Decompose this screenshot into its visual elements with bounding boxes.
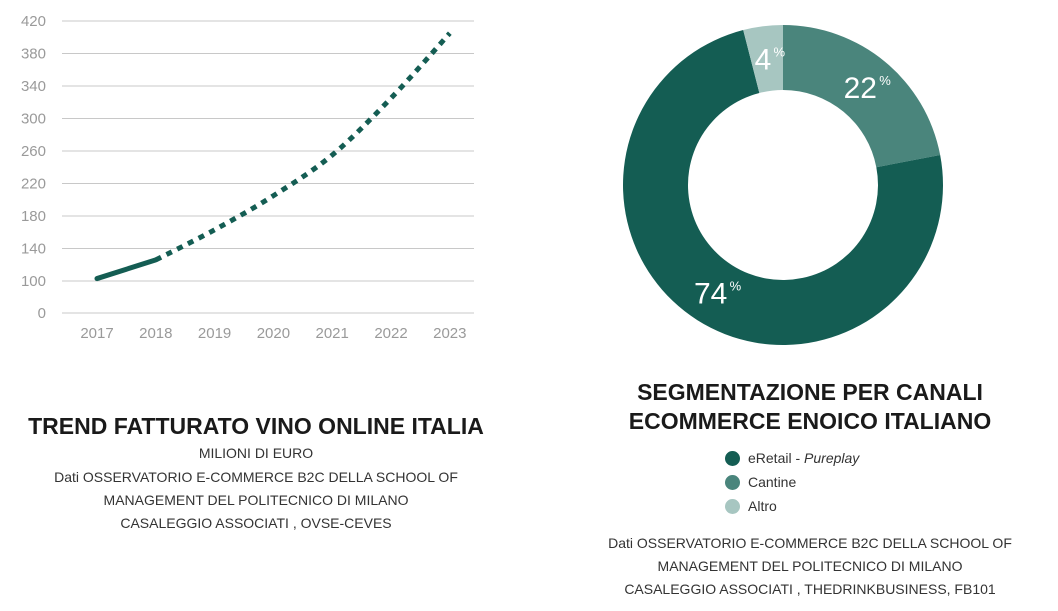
line-chart-subtitle: MILIONI DI EURO xyxy=(198,445,314,461)
legend-item-eretail: eRetail - Pureplay xyxy=(725,446,895,470)
legend-label: Altro xyxy=(748,498,777,514)
y-tick-label: 380 xyxy=(21,46,46,63)
slice-eretail xyxy=(623,30,943,345)
x-tick-label: 2020 xyxy=(257,325,290,342)
svg-text:%: % xyxy=(774,45,786,60)
legend-swatch-cantine xyxy=(725,474,740,490)
donut-chart-source: Dati OSSERVATORIO E-COMMERCE B2C DELLA S… xyxy=(590,532,1030,601)
donut-chart-caption: SEGMENTAZIONE PER CANALI ECOMMERCE ENOIC… xyxy=(590,378,1030,601)
x-tick-label: 2019 xyxy=(198,325,231,342)
y-tick-label: 420 xyxy=(21,13,46,30)
donut-chart-title: SEGMENTAZIONE PER CANALI ECOMMERCE ENOIC… xyxy=(590,378,1030,436)
source-line: CASALEGGIO ASSOCIATI , OVSE-CEVES xyxy=(120,515,392,531)
slice-label-cantine: 22% xyxy=(844,72,892,105)
source-line: MANAGEMENT DEL POLITECNICO DI MILANO xyxy=(657,558,963,574)
y-tick-label: 0 xyxy=(38,305,46,322)
y-tick-label: 340 xyxy=(21,78,46,95)
legend-label: Cantine xyxy=(748,474,797,490)
x-tick-label: 2022 xyxy=(374,325,407,342)
y-tick-label: 220 xyxy=(21,176,46,193)
svg-text:%: % xyxy=(879,73,891,88)
svg-text:4: 4 xyxy=(755,44,772,77)
svg-text:22: 22 xyxy=(844,72,877,105)
legend-separator: - xyxy=(791,450,805,466)
y-tick-label: 100 xyxy=(21,273,46,290)
slice-label-altro: 4% xyxy=(755,44,786,77)
line-chart-caption: TREND FATTURATO VINO ONLINE ITALIA MILIO… xyxy=(0,412,512,535)
legend-label-suffix: Pureplay xyxy=(804,450,860,466)
legend-swatch-eretail xyxy=(725,450,740,466)
legend-swatch-altro xyxy=(725,498,740,514)
legend-item-cantine: Cantine xyxy=(725,470,895,494)
line-chart-source: Dati OSSERVATORIO E-COMMERCE B2C DELLA S… xyxy=(0,466,512,535)
legend-item-altro: Altro xyxy=(725,494,895,518)
x-tick-label: 2017 xyxy=(80,325,113,342)
y-tick-label: 260 xyxy=(21,143,46,160)
source-line: Dati OSSERVATORIO E-COMMERCE B2C DELLA S… xyxy=(608,535,1012,551)
series-line-projection xyxy=(154,31,452,263)
source-line: CASALEGGIO ASSOCIATI , THEDRINKBUSINESS,… xyxy=(624,581,996,597)
line-chart: 0 100 140 180 220 260 300 340 380 420 2017 2018 2019… xyxy=(21,13,474,342)
y-tick-label: 300 xyxy=(21,111,46,128)
source-line: Dati OSSERVATORIO E-COMMERCE B2C DELLA S… xyxy=(54,469,458,485)
legend: eRetail - Pureplay Cantine Altro xyxy=(725,446,895,518)
legend-label: eRetail xyxy=(748,450,792,466)
x-tick-label: 2021 xyxy=(316,325,349,342)
line-chart-title: TREND FATTURATO VINO ONLINE ITALIA xyxy=(28,413,484,439)
title-line: SEGMENTAZIONE PER CANALI xyxy=(637,379,983,405)
source-line: MANAGEMENT DEL POLITECNICO DI MILANO xyxy=(103,492,409,508)
y-tick-label: 180 xyxy=(21,208,46,225)
title-line: ECOMMERCE ENOICO ITALIANO xyxy=(628,408,992,434)
x-tick-label: 2023 xyxy=(433,325,466,342)
slice-label-eretail: 74% xyxy=(694,278,742,311)
y-tick-label: 140 xyxy=(21,241,46,258)
slice-altro xyxy=(743,25,783,93)
series-line-solid xyxy=(94,257,159,282)
donut-chart: 22 %74 %4% xyxy=(623,25,943,345)
svg-text:74: 74 xyxy=(694,278,727,311)
slice-cantine xyxy=(783,25,941,168)
x-tick-label: 2018 xyxy=(139,325,172,342)
svg-text:%: % xyxy=(730,279,742,294)
